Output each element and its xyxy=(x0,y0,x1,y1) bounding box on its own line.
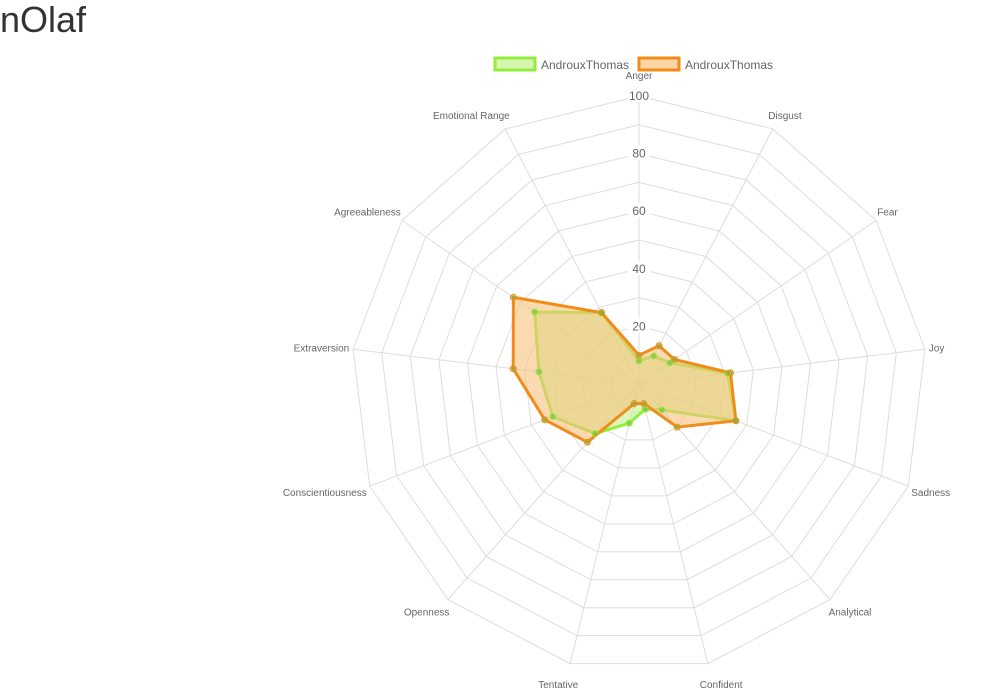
radar-series xyxy=(509,293,740,446)
axis-label-sadness: Sadness xyxy=(911,488,950,499)
radar-point xyxy=(509,365,517,373)
tick-label: 80 xyxy=(632,147,646,161)
radar-point xyxy=(591,430,599,438)
axis-label-conscientiousness: Conscientiousness xyxy=(283,488,367,499)
radar-point xyxy=(671,355,679,363)
tick-label-backdrop xyxy=(628,145,650,160)
radar-point xyxy=(549,413,557,421)
grid-ring xyxy=(409,153,869,609)
grid-ring xyxy=(438,181,840,581)
radar-point xyxy=(598,309,606,317)
chart-legend[interactable]: AndrouxThomas AndrouxThomas xyxy=(493,56,773,72)
axis-label-tentative: Tentative xyxy=(538,680,578,690)
tick-label: 60 xyxy=(632,204,646,218)
radar-point xyxy=(732,417,740,425)
radar-point xyxy=(635,351,643,359)
legend-swatch xyxy=(637,56,681,72)
radar-point xyxy=(625,419,633,427)
axis-label-emotional-range: Emotional Range xyxy=(433,111,510,122)
grid-spoke xyxy=(638,219,877,385)
page-title: nOlaf xyxy=(0,0,87,40)
axis-label-fear: Fear xyxy=(877,207,898,218)
grid-ring xyxy=(352,95,926,665)
axis-label-anger: Anger xyxy=(626,71,653,82)
radar-point xyxy=(583,438,591,446)
radar-point xyxy=(650,352,658,360)
tick-label-backdrop xyxy=(628,318,650,333)
legend-label: AndrouxThomas xyxy=(541,58,629,72)
grid-spoke xyxy=(638,128,774,385)
radar-point xyxy=(655,342,663,350)
tick-label-backdrop xyxy=(628,88,650,102)
grid-spoke xyxy=(569,383,640,664)
radar-point xyxy=(535,368,543,376)
axis-label-joy: Joy xyxy=(929,343,945,354)
radar-ticks: 20 40 60 80 100 xyxy=(628,88,650,333)
radar-point xyxy=(541,416,549,424)
radar-point xyxy=(641,405,649,413)
legend-swatch xyxy=(493,56,537,72)
radar-point xyxy=(635,357,643,365)
radar-axis-labels: Anger Disgust Fear Joy Sadness Analytical Conf… xyxy=(283,71,950,690)
grid-ring xyxy=(381,124,897,637)
legend-label: AndrouxThomas xyxy=(685,58,773,72)
grid-ring xyxy=(466,210,812,553)
tick-label: 100 xyxy=(629,89,649,103)
axis-label-disgust: Disgust xyxy=(768,111,802,122)
radar-point xyxy=(630,400,638,408)
axis-label-openness: Openness xyxy=(404,608,450,619)
axis-label-analytical: Analytical xyxy=(829,608,872,619)
tick-label-backdrop xyxy=(628,260,650,275)
radar-point xyxy=(531,308,539,316)
radar-series-area xyxy=(511,295,738,444)
radar-point xyxy=(658,406,666,414)
radar-point xyxy=(726,369,734,377)
radar-point xyxy=(509,293,517,301)
axis-label-confident: Confident xyxy=(700,680,743,690)
axis-label-agreeableness: Agreeableness xyxy=(334,207,401,218)
radar-point xyxy=(640,400,648,408)
tick-label: 40 xyxy=(632,262,646,276)
radar-point xyxy=(666,359,674,367)
grid-spoke xyxy=(638,383,709,664)
tick-label: 20 xyxy=(632,319,646,333)
tick-label-backdrop xyxy=(628,203,650,218)
axis-label-extraversion: Extraversion xyxy=(294,343,350,354)
radar-point xyxy=(673,423,681,431)
